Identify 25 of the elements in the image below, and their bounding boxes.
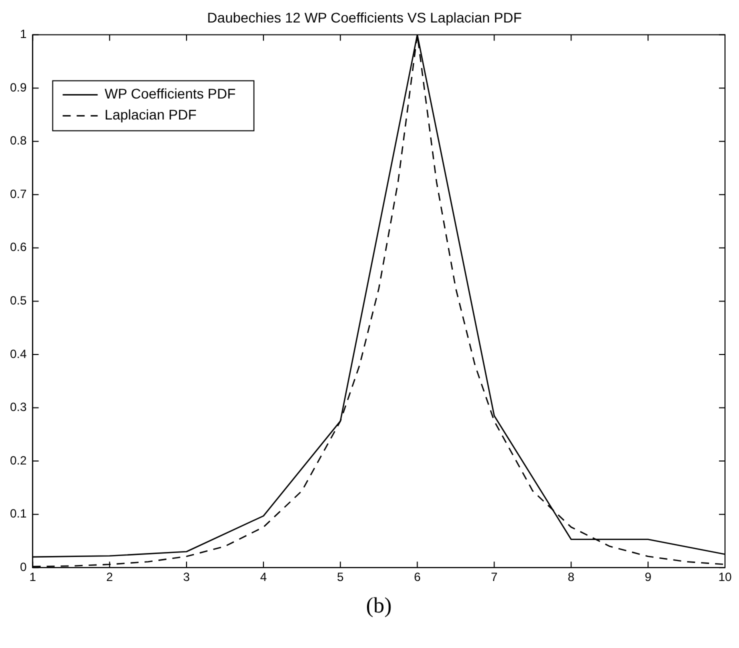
y-tick-label: 0.5 <box>10 294 27 308</box>
y-tick-label: 0.1 <box>10 506 27 521</box>
y-tick-label: 0.9 <box>10 80 27 94</box>
y-tick-label: 0.8 <box>10 134 27 148</box>
text: (b) <box>366 592 392 618</box>
x-tick-label: 2 <box>106 570 114 584</box>
y-tick-label: 0.4 <box>10 346 27 361</box>
x-tick-label: 3 <box>183 570 190 584</box>
chart-title: Daubechies 12 WP Coefficients VS Laplacian PDF <box>207 9 522 26</box>
y-tick-label: 0 <box>20 560 27 574</box>
x-tick-label: 4 <box>260 570 268 584</box>
x-tick-label: 5 <box>337 570 344 584</box>
x-tick-label: 7 <box>490 570 498 584</box>
x-tick-label: 1 <box>29 570 36 584</box>
y-tick-label: 0.2 <box>10 453 27 468</box>
y-tick-label: 0.3 <box>10 400 27 414</box>
x-tick-label: 8 <box>568 570 575 584</box>
y-tick-label: 0.6 <box>10 240 27 254</box>
y-tick-label: 0.7 <box>10 186 27 201</box>
legend-label: WP Coefficients PDF <box>104 86 236 102</box>
x-tick-label: 9 <box>644 570 652 584</box>
legend-label: Laplacian PDF <box>104 106 197 123</box>
x-tick-label: 6 <box>414 570 421 584</box>
y-tick-label: 1 <box>20 27 27 42</box>
x-tick-label: 10 <box>718 570 732 584</box>
